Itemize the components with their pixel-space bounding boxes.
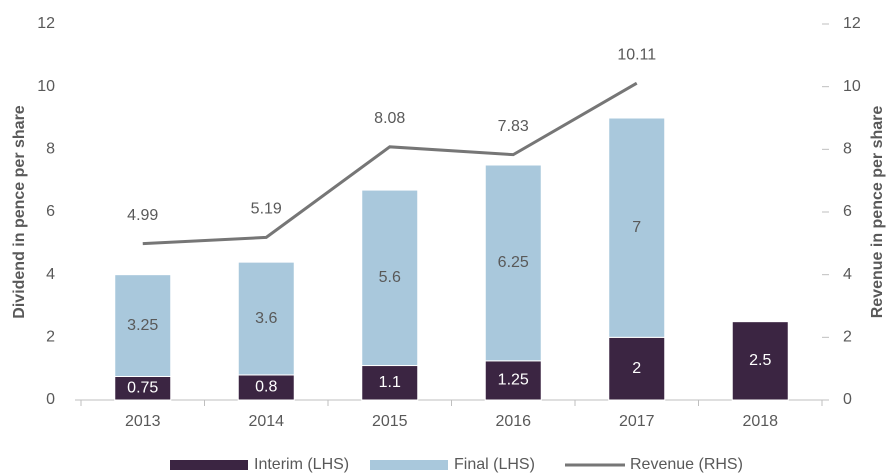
x-tick-label: 2018 xyxy=(742,413,778,430)
line-data-label: 10.11 xyxy=(617,46,656,63)
y-tick-label: 12 xyxy=(37,15,55,32)
bar-segment xyxy=(361,365,419,401)
line-data-label: 5.19 xyxy=(251,201,282,218)
line-data-label: 4.99 xyxy=(127,207,158,224)
y2-tick-label: 0 xyxy=(843,391,852,408)
y-axis-title: Dividend in pence per share xyxy=(11,105,28,319)
data-label: 0.8 xyxy=(255,379,277,396)
bar-segment xyxy=(114,274,172,377)
x-tick-label: 2015 xyxy=(372,413,408,430)
bar-segment xyxy=(484,360,542,401)
y2-tick-label: 2 xyxy=(843,329,852,346)
legend-swatch xyxy=(370,460,448,470)
legend-label: Final (LHS) xyxy=(454,456,535,473)
y-tick-label: 8 xyxy=(46,141,55,158)
data-label: 1.25 xyxy=(498,372,529,389)
bar-segment xyxy=(237,261,295,376)
line-data-label: 8.08 xyxy=(374,110,405,127)
legend-swatch xyxy=(170,460,248,470)
y2-axis-title: Revenue in pence per share xyxy=(869,106,886,319)
bar-segment xyxy=(731,321,789,401)
y2-tick-label: 8 xyxy=(843,141,852,158)
y-tick-label: 2 xyxy=(46,329,55,346)
y-tick-label: 0 xyxy=(46,391,55,408)
bar-segment xyxy=(484,164,542,362)
data-label: 6.25 xyxy=(498,254,529,271)
data-label: 1.1 xyxy=(379,374,401,391)
data-label: 3.25 xyxy=(127,317,158,334)
y-tick-label: 4 xyxy=(46,266,55,283)
y2-tick-label: 6 xyxy=(843,203,852,220)
bar-segment xyxy=(608,336,666,401)
legend-label: Revenue (RHS) xyxy=(630,456,743,473)
bar-segment xyxy=(237,374,295,401)
data-label: 2.5 xyxy=(749,352,771,369)
x-tick-label: 2014 xyxy=(248,413,284,430)
bar-segment xyxy=(361,189,419,367)
data-label: 7 xyxy=(632,219,641,236)
y-tick-label: 6 xyxy=(46,203,55,220)
data-label: 2 xyxy=(632,360,641,377)
x-tick-label: 2017 xyxy=(619,413,655,430)
y2-tick-label: 10 xyxy=(843,78,861,95)
revenue-line xyxy=(142,81,638,246)
line-data-label: 7.83 xyxy=(498,118,529,135)
x-tick-label: 2016 xyxy=(495,413,531,430)
y2-tick-label: 12 xyxy=(843,15,861,32)
legend-label: Interim (LHS) xyxy=(254,456,349,473)
y-tick-label: 10 xyxy=(37,78,55,95)
y2-tick-label: 4 xyxy=(843,266,852,283)
x-tick-label: 2013 xyxy=(125,413,161,430)
bar-segment xyxy=(608,117,666,338)
data-label: 5.6 xyxy=(379,269,401,286)
data-label: 0.75 xyxy=(127,379,158,396)
data-label: 3.6 xyxy=(255,310,277,327)
